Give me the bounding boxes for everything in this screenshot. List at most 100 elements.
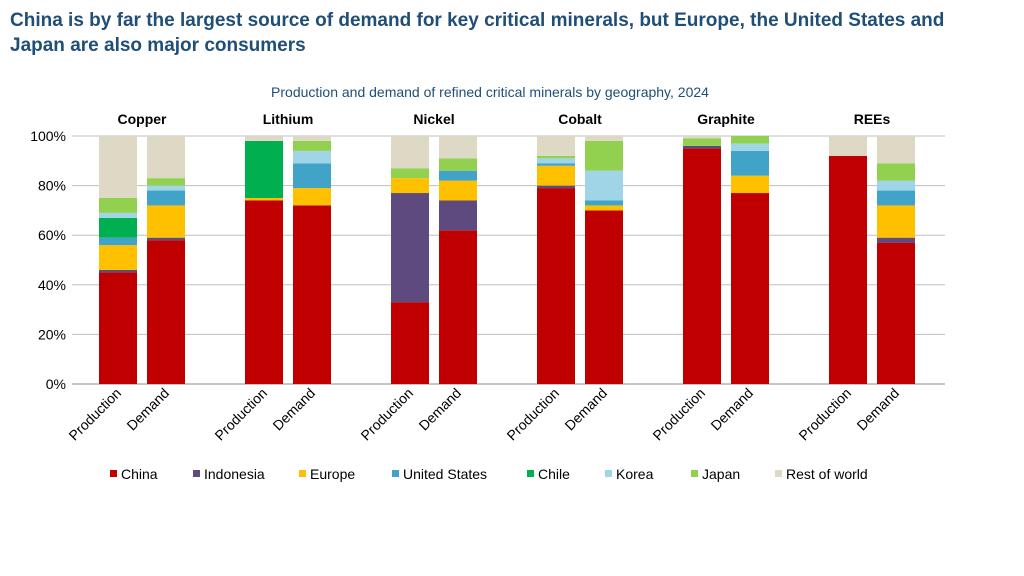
bar-segment-rees-demand-europe — [877, 205, 915, 238]
bar-segment-graphite-production-indonesia — [683, 145, 721, 149]
y-tick-label: 40% — [38, 277, 66, 293]
legend-swatch-japan — [691, 470, 698, 477]
bar-segment-nickel-production-europe — [391, 178, 429, 194]
legend-label-rest-of-world: Rest of world — [786, 466, 868, 482]
bar-segment-cobalt-demand-china — [585, 210, 623, 384]
y-tick-label: 0% — [46, 376, 66, 392]
bar-segment-graphite-production-rest-of-world — [683, 136, 721, 139]
x-tick-label: Demand — [123, 385, 172, 434]
x-tick-label: Production — [795, 385, 854, 444]
x-tick-label: Production — [357, 385, 416, 444]
bar-segment-copper-demand-europe — [147, 205, 185, 238]
x-tick-label: Production — [211, 385, 270, 444]
bar-segment-nickel-production-china — [391, 302, 429, 384]
bar-segment-cobalt-demand-united-states — [585, 200, 623, 206]
legend-swatch-united-states — [392, 470, 399, 477]
bar-segment-copper-production-indonesia — [99, 269, 137, 273]
bar-segment-rees-demand-rest-of-world — [877, 136, 915, 164]
bar-segment-rees-demand-japan — [877, 163, 915, 181]
legend-label-china: China — [121, 466, 158, 482]
bar-segment-rees-demand-indonesia — [877, 237, 915, 243]
x-tick-label: Demand — [269, 385, 318, 434]
bar-segment-nickel-demand-china — [439, 230, 477, 384]
bar-segment-lithium-production-europe — [245, 198, 283, 201]
headline: China is by far the largest source of de… — [10, 10, 945, 56]
bar-segment-lithium-production-rest-of-world — [245, 136, 283, 141]
bar-segment-nickel-production-rest-of-world — [391, 136, 429, 169]
bar-segment-nickel-demand-europe — [439, 180, 477, 201]
y-tick-label: 100% — [30, 128, 66, 144]
x-tick-label: Production — [649, 385, 708, 444]
bar-segment-lithium-production-china — [245, 200, 283, 384]
bar-segment-copper-production-korea — [99, 212, 137, 218]
bar-segment-copper-production-china — [99, 272, 137, 384]
group-label-rees: REEs — [854, 111, 891, 127]
bar-segment-copper-demand-indonesia — [147, 237, 185, 241]
bar-segment-rees-demand-korea — [877, 180, 915, 191]
bar-segment-copper-production-rest-of-world — [99, 136, 137, 198]
legend-swatch-europe — [299, 470, 306, 477]
bar-segment-cobalt-production-indonesia — [537, 185, 575, 189]
bar-segment-nickel-demand-indonesia — [439, 200, 477, 231]
bar-segment-copper-demand-japan — [147, 178, 185, 186]
bar-segment-copper-demand-united-states — [147, 190, 185, 206]
bar-segment-nickel-production-indonesia — [391, 193, 429, 303]
bar-segment-rees-production-rest-of-world — [829, 136, 867, 156]
bar-segment-lithium-demand-europe — [293, 188, 331, 206]
bar-segment-graphite-demand-korea — [731, 143, 769, 151]
x-tick-label: Demand — [415, 385, 464, 434]
legend-swatch-china — [110, 470, 117, 477]
x-tick-label: Demand — [853, 385, 902, 434]
group-label-lithium: Lithium — [263, 111, 314, 127]
legend-swatch-rest-of-world — [775, 470, 782, 477]
bar-segment-graphite-demand-europe — [731, 175, 769, 194]
bar-segment-cobalt-demand-europe — [585, 205, 623, 211]
bar-segment-rees-demand-china — [877, 242, 915, 384]
bar-segment-copper-production-united-states — [99, 237, 137, 246]
bar-segment-copper-production-chile — [99, 217, 137, 238]
bar-segment-graphite-demand-united-states — [731, 150, 769, 176]
bar-segment-graphite-demand-japan — [731, 136, 769, 144]
bar-segment-nickel-demand-united-states — [439, 170, 477, 181]
legend-swatch-korea — [605, 470, 612, 477]
bar-segment-cobalt-production-rest-of-world — [537, 136, 575, 156]
bar-segment-cobalt-production-europe — [537, 165, 575, 186]
bar-segment-copper-production-europe — [99, 245, 137, 270]
bar-segment-copper-production-japan — [99, 198, 137, 213]
group-label-cobalt: Cobalt — [558, 111, 602, 127]
bar-segment-graphite-demand-china — [731, 193, 769, 384]
bar-segment-lithium-production-chile — [245, 140, 283, 198]
bar-segment-cobalt-production-japan — [537, 155, 575, 159]
y-tick-label: 80% — [38, 178, 66, 194]
legend-swatch-chile — [527, 470, 534, 477]
bar-segment-cobalt-demand-rest-of-world — [585, 136, 623, 141]
legend-swatch-indonesia — [193, 470, 200, 477]
bar-segment-graphite-production-japan — [683, 138, 721, 146]
bar-segment-nickel-demand-rest-of-world — [439, 136, 477, 159]
bar-segment-lithium-demand-rest-of-world — [293, 136, 331, 141]
bar-segment-nickel-production-japan — [391, 168, 429, 179]
bar-segment-cobalt-production-china — [537, 188, 575, 384]
bar-segment-copper-demand-rest-of-world — [147, 136, 185, 179]
x-tick-label: Production — [65, 385, 124, 444]
bar-segment-cobalt-production-korea — [537, 158, 575, 164]
group-label-copper: Copper — [118, 111, 168, 127]
group-label-nickel: Nickel — [413, 111, 454, 127]
bar-segment-cobalt-demand-japan — [585, 140, 623, 171]
bar-segment-graphite-production-china — [683, 148, 721, 384]
legend-label-europe: Europe — [310, 466, 355, 482]
x-tick-label: Production — [503, 385, 562, 444]
group-label-graphite: Graphite — [697, 111, 755, 127]
x-tick-label: Demand — [561, 385, 610, 434]
bar-segment-copper-demand-korea — [147, 185, 185, 191]
bar-segment-rees-production-china — [829, 155, 867, 384]
legend-label-korea: Korea — [616, 466, 654, 482]
x-tick-label: Demand — [707, 385, 756, 434]
legend-label-united-states: United States — [403, 466, 487, 482]
bar-segment-cobalt-production-united-states — [537, 163, 575, 166]
bar-segment-copper-demand-china — [147, 240, 185, 384]
chart-title: Production and demand of refined critica… — [271, 84, 709, 100]
bar-segment-cobalt-demand-korea — [585, 170, 623, 201]
bar-segment-lithium-demand-united-states — [293, 163, 331, 189]
